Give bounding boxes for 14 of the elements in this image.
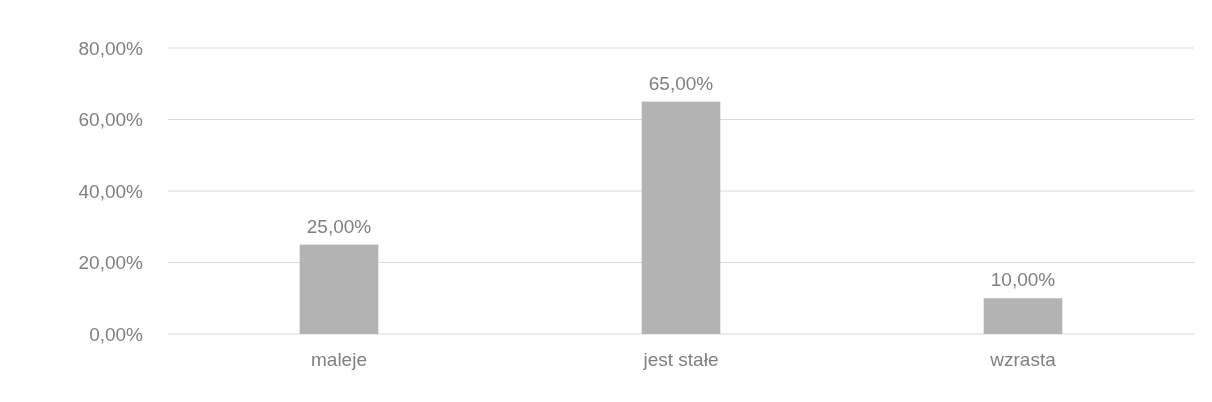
bar bbox=[299, 244, 379, 334]
x-tick-label: jest stałe bbox=[642, 349, 719, 370]
y-tick-label: 60,00% bbox=[78, 109, 144, 131]
data-label: 10,00% bbox=[990, 269, 1056, 291]
bar bbox=[983, 298, 1063, 334]
data-label: 25,00% bbox=[306, 215, 372, 237]
y-tick-label: 20,00% bbox=[78, 252, 144, 274]
y-tick-label: 0,00% bbox=[89, 323, 144, 345]
x-tick-label: wzrasta bbox=[989, 349, 1057, 370]
y-tick-label: 80,00% bbox=[78, 37, 144, 59]
data-label: 65,00% bbox=[648, 72, 714, 94]
y-tick-label: 40,00% bbox=[78, 180, 144, 202]
x-tick-label: maleje bbox=[311, 349, 367, 370]
bar bbox=[641, 101, 721, 334]
